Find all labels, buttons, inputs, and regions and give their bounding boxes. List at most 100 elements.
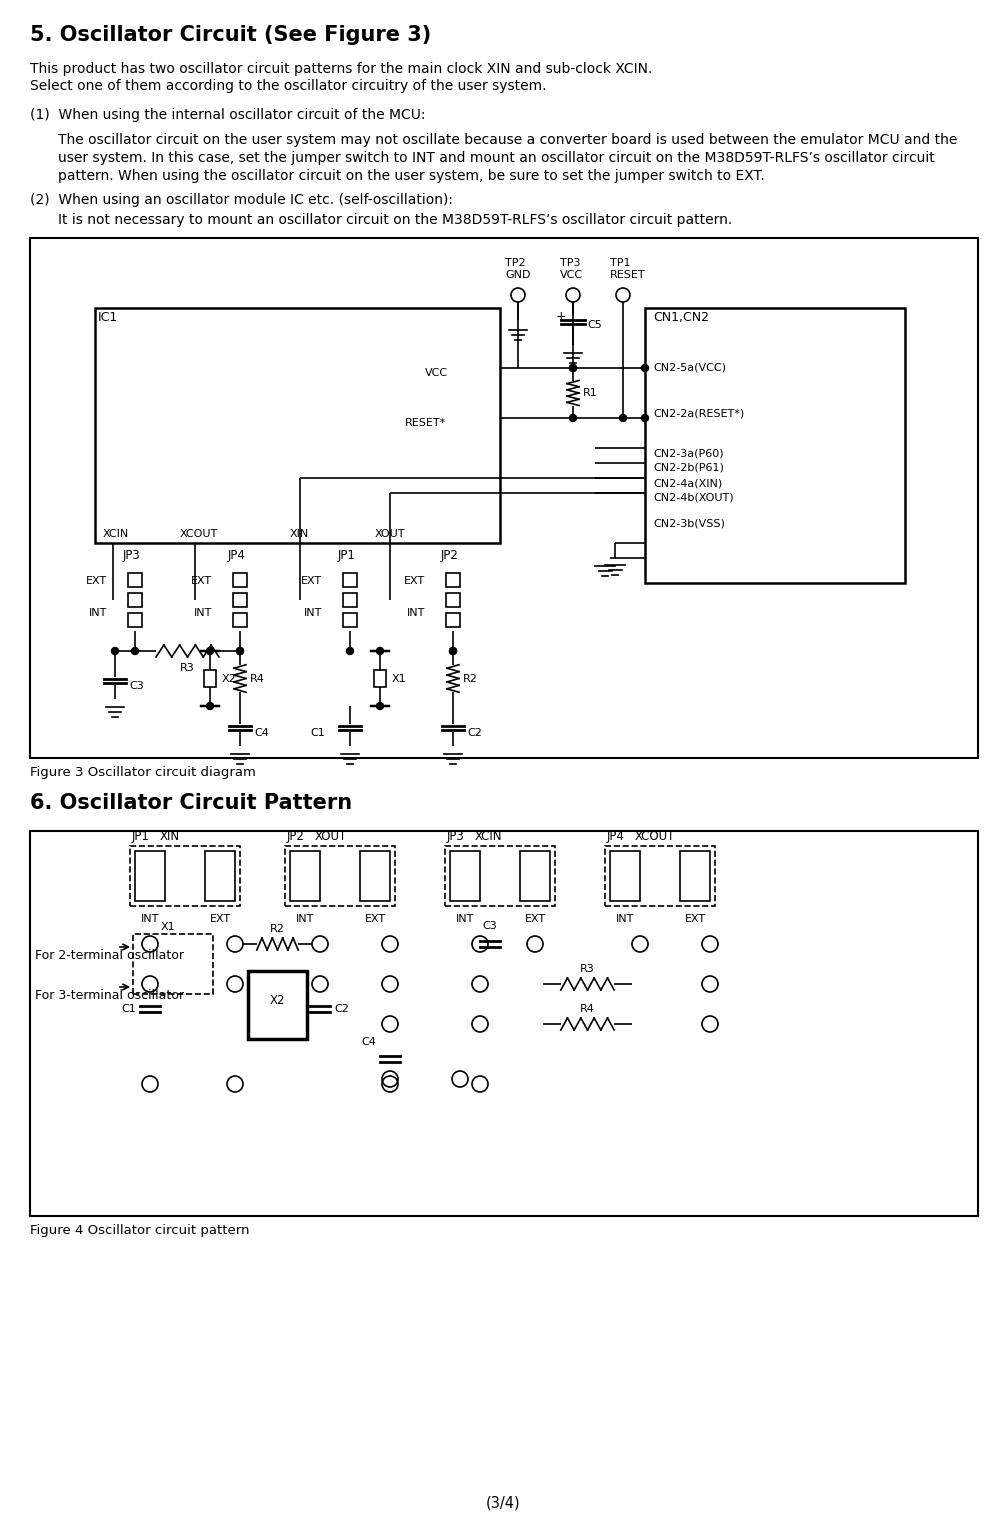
Text: EXT: EXT: [191, 575, 212, 586]
Text: C4: C4: [362, 1036, 376, 1047]
Bar: [610, 851, 640, 901]
Text: For 2-terminal oscillator: For 2-terminal oscillator: [35, 950, 184, 962]
Circle shape: [237, 647, 244, 654]
Text: The oscillator circuit on the user system may not oscillate because a converter : The oscillator circuit on the user syste…: [58, 132, 958, 148]
Bar: [30, 237, 978, 758]
Text: INT: INT: [193, 607, 212, 618]
Text: RESET*: RESET*: [405, 419, 446, 428]
Bar: [233, 572, 247, 587]
Text: (2)  When using an oscillator module IC etc. (self-oscillation):: (2) When using an oscillator module IC e…: [30, 193, 453, 207]
Bar: [446, 613, 460, 627]
Bar: [645, 307, 905, 583]
Text: X2: X2: [270, 994, 285, 1008]
Bar: [128, 613, 142, 627]
Text: INT: INT: [141, 915, 159, 924]
Text: This product has two oscillator circuit patterns for the main clock XIN and sub-: This product has two oscillator circuit …: [30, 62, 653, 76]
Bar: [130, 846, 240, 906]
Text: user system. In this case, set the jumper switch to INT and mount an oscillator : user system. In this case, set the jumpe…: [58, 151, 934, 164]
Circle shape: [377, 703, 384, 709]
Bar: [446, 572, 460, 587]
Bar: [445, 846, 555, 906]
Text: C3: C3: [129, 680, 144, 691]
Bar: [290, 851, 320, 901]
Text: XIN: XIN: [160, 829, 180, 843]
Text: JP3: JP3: [123, 548, 141, 562]
Bar: [133, 935, 213, 994]
Circle shape: [641, 414, 649, 422]
Circle shape: [112, 647, 119, 654]
Text: It is not necessary to mount an oscillator circuit on the M38D59T-RLFS’s oscilla: It is not necessary to mount an oscillat…: [58, 213, 732, 227]
Text: (1)  When using the internal oscillator circuit of the MCU:: (1) When using the internal oscillator c…: [30, 108, 426, 122]
Bar: [233, 613, 247, 627]
Text: INT: INT: [89, 607, 107, 618]
Text: TP3: TP3: [560, 259, 580, 268]
Text: R4: R4: [580, 1005, 595, 1014]
Text: C4: C4: [254, 728, 269, 738]
Text: XCOUT: XCOUT: [635, 829, 676, 843]
Text: EXT: EXT: [404, 575, 425, 586]
Bar: [128, 594, 142, 607]
Text: C3: C3: [482, 921, 497, 931]
Bar: [343, 594, 357, 607]
Bar: [285, 846, 395, 906]
Text: CN2-2b(P61): CN2-2b(P61): [653, 463, 724, 473]
Bar: [450, 851, 480, 901]
Text: INT: INT: [616, 915, 634, 924]
Text: Figure 3 Oscillator circuit diagram: Figure 3 Oscillator circuit diagram: [30, 766, 256, 779]
Text: EXT: EXT: [301, 575, 322, 586]
Circle shape: [206, 647, 213, 654]
Text: CN2-4a(XIN): CN2-4a(XIN): [653, 478, 722, 489]
Text: R2: R2: [463, 674, 478, 683]
Text: C1: C1: [121, 1005, 136, 1014]
Text: CN2-3a(P60): CN2-3a(P60): [653, 447, 724, 458]
Text: R2: R2: [270, 924, 285, 935]
Bar: [135, 851, 165, 901]
Text: XOUT: XOUT: [375, 530, 406, 539]
Circle shape: [570, 414, 576, 422]
Bar: [233, 594, 247, 607]
Circle shape: [449, 647, 456, 654]
Text: C1: C1: [310, 728, 325, 738]
Text: (3/4): (3/4): [485, 1495, 521, 1510]
Text: JP4: JP4: [607, 829, 625, 843]
Bar: [605, 846, 715, 906]
Bar: [359, 851, 390, 901]
Text: XOUT: XOUT: [315, 829, 347, 843]
Text: X1: X1: [392, 674, 407, 683]
Text: CN2-2a(RESET*): CN2-2a(RESET*): [653, 408, 744, 419]
Text: R3: R3: [180, 664, 195, 673]
Text: INT: INT: [304, 607, 322, 618]
Text: INT: INT: [296, 915, 314, 924]
Circle shape: [206, 703, 213, 709]
Circle shape: [449, 647, 456, 654]
Text: JP1: JP1: [338, 548, 355, 562]
Text: For 3-terminal oscillator: For 3-terminal oscillator: [35, 989, 184, 1001]
Text: X1: X1: [161, 922, 175, 931]
Text: +: +: [556, 310, 566, 324]
Text: Select one of them according to the oscillator circuitry of the user system.: Select one of them according to the osci…: [30, 79, 547, 93]
Text: IC1: IC1: [98, 310, 118, 324]
Text: C5: C5: [587, 320, 602, 330]
Circle shape: [641, 364, 649, 371]
Text: Figure 4 Oscillator circuit pattern: Figure 4 Oscillator circuit pattern: [30, 1224, 250, 1237]
Text: JP3: JP3: [447, 829, 465, 843]
Text: XCIN: XCIN: [103, 530, 129, 539]
Text: INT: INT: [407, 607, 425, 618]
Text: VCC: VCC: [560, 269, 583, 280]
Circle shape: [132, 647, 139, 654]
Text: XCIN: XCIN: [475, 829, 502, 843]
Circle shape: [237, 647, 244, 654]
Circle shape: [619, 414, 626, 422]
Text: EXT: EXT: [365, 915, 386, 924]
Text: R3: R3: [580, 963, 595, 974]
Text: pattern. When using the oscillator circuit on the user system, be sure to set th: pattern. When using the oscillator circu…: [58, 169, 764, 183]
Bar: [680, 851, 710, 901]
Text: TP1: TP1: [610, 259, 630, 268]
Bar: [128, 572, 142, 587]
Bar: [343, 613, 357, 627]
Text: R1: R1: [583, 388, 598, 397]
Bar: [520, 851, 550, 901]
Bar: [343, 572, 357, 587]
Text: TP2: TP2: [505, 259, 526, 268]
Bar: [374, 670, 386, 686]
